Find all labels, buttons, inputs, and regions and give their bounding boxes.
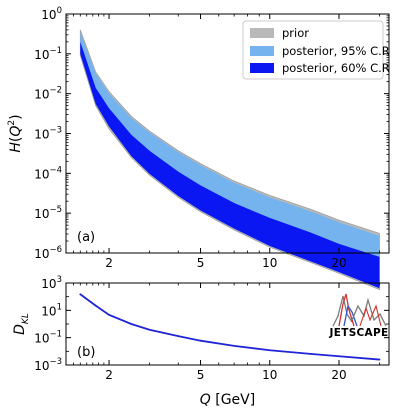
panel-label-a: (a): [77, 230, 95, 245]
y-tick-label-a: 10−3: [34, 126, 62, 142]
panel-label-b: (b): [77, 345, 95, 360]
y-tick-label-b: 10−3: [34, 357, 62, 373]
dkl-point: [268, 349, 271, 352]
y-tick-label-a: 10−2: [34, 86, 62, 102]
panel-b: 2 5 10 20 10−3 10−1 101 103 DKL Q [GeV] (b) JETSCAP…: [12, 275, 390, 408]
y-axis-label-a: H(Q2): [7, 114, 24, 152]
y-tick-label-a: 100: [41, 6, 62, 22]
y-axis-label-b: DKL: [12, 313, 31, 335]
logo-text: JETSCAPE: [329, 327, 389, 339]
x-tick-label-a: 2: [105, 256, 113, 270]
legend-swatch: [250, 46, 274, 56]
plot-frame-b: [65, 282, 390, 366]
panel-a: 2 5 10 20 10−6 10−5 10−4 10−3 10−2 10−1 100 H(Q2) (a…: [7, 6, 390, 291]
x-tick-label-a: 20: [331, 256, 346, 270]
legend: prior posterior, 95% C.R posterior, 60% C.…: [242, 20, 390, 80]
x-tick-label-b: 2: [105, 368, 113, 382]
logo-peak-4: [351, 297, 387, 327]
x-axis-label: Q [GeV]: [200, 392, 255, 408]
dkl-point: [94, 304, 97, 307]
legend-label: posterior, 95% C.R: [282, 44, 390, 58]
jetscape-logo: JETSCAPE: [329, 293, 389, 339]
dkl-point: [148, 328, 151, 331]
dkl-point: [378, 358, 381, 361]
band-posterior-95: [80, 32, 380, 289]
legend-swatch: [250, 63, 274, 73]
y-tick-label-a: 10−6: [34, 245, 62, 261]
dkl-line: [79, 293, 380, 361]
y-tick-label-b: 103: [41, 275, 62, 291]
logo-peak-3: [343, 304, 358, 327]
logo-peak-5: [359, 304, 382, 327]
legend-label: posterior, 60% C.R: [282, 61, 390, 75]
x-tick-label-a: 10: [262, 256, 277, 270]
legend-label: prior: [282, 26, 309, 40]
dkl-point: [177, 335, 180, 338]
logo-peak-2: [338, 293, 355, 327]
y-tick-label-a: 10−1: [34, 46, 62, 62]
dkl-point: [309, 352, 312, 355]
x-tick-label-b: 5: [197, 368, 205, 382]
band-posterior-60: [80, 41, 380, 289]
y-tick-label-a: 10−5: [34, 205, 62, 221]
dkl-point: [338, 355, 340, 358]
logo-peak-1: [332, 295, 353, 327]
y-tick-label-a: 10−4: [34, 165, 62, 181]
x-tick-label-a: 5: [197, 256, 205, 270]
legend-swatch: [250, 28, 274, 38]
dkl-point: [233, 344, 236, 347]
dkl-point: [199, 339, 202, 342]
dkl-point: [108, 313, 110, 316]
x-tick-label-b: 10: [262, 368, 277, 382]
dkl-point: [130, 323, 133, 325]
y-tick-label-b: 10−1: [34, 330, 62, 346]
y-tick-label-b: 101: [41, 302, 62, 318]
legend-box: [242, 20, 384, 80]
dkl-point: [79, 293, 82, 296]
x-tick-label-b: 20: [331, 368, 346, 382]
